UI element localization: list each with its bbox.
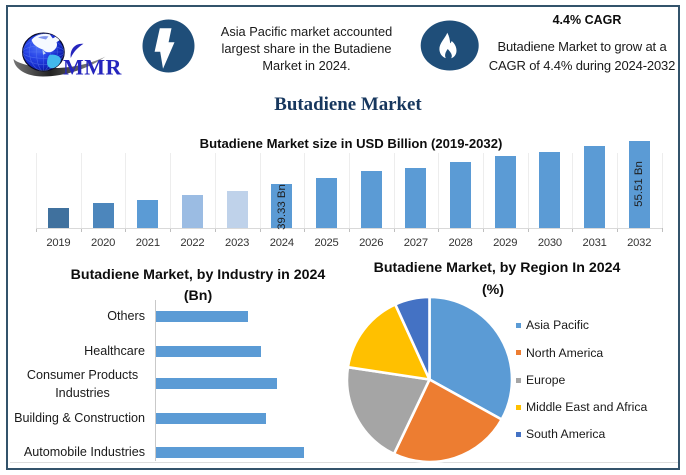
svg-text:MMR: MMR	[63, 55, 123, 80]
